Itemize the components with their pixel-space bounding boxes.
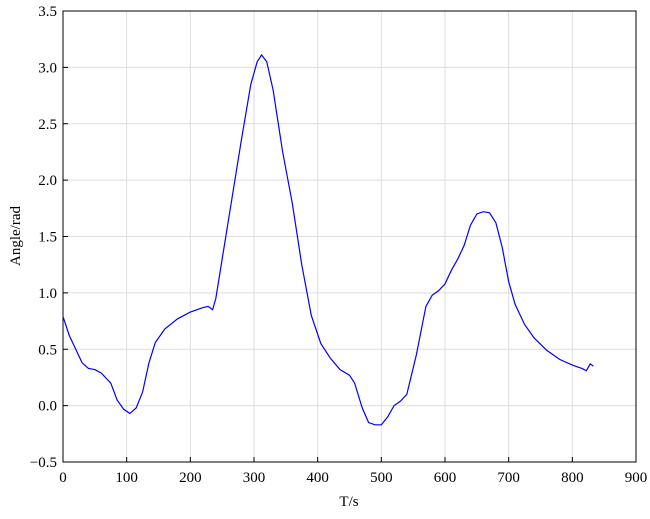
x-tick-label: 100 <box>115 470 138 486</box>
y-tick-label: 0.5 <box>38 342 57 358</box>
data-line <box>62 53 594 426</box>
x-tick-label: 500 <box>370 470 393 486</box>
y-tick-label: 1.5 <box>38 230 57 246</box>
x-tick-label: 400 <box>306 470 329 486</box>
x-tick-label: 200 <box>179 470 202 486</box>
y-tick-label: 1.0 <box>38 286 57 302</box>
plot-frame <box>62 10 637 463</box>
y-tick-label: 3.5 <box>38 4 57 20</box>
x-tick-label: 300 <box>243 470 266 486</box>
y-axis-label: Angle/rad <box>8 206 24 266</box>
x-axis-label: T/s <box>339 494 358 510</box>
y-tick-label: −0.5 <box>30 455 57 471</box>
y-tick-label: 0.0 <box>38 399 57 415</box>
x-tick-label: 900 <box>625 470 648 486</box>
x-tick-label: 600 <box>434 470 457 486</box>
x-tick-label: 800 <box>561 470 584 486</box>
y-tick-label: 3.0 <box>38 60 57 76</box>
x-tick-label: 0 <box>59 470 67 486</box>
x-tick-label: 700 <box>497 470 520 486</box>
y-tick-label: 2.5 <box>38 117 57 133</box>
y-tick-label: 2.0 <box>38 173 57 189</box>
